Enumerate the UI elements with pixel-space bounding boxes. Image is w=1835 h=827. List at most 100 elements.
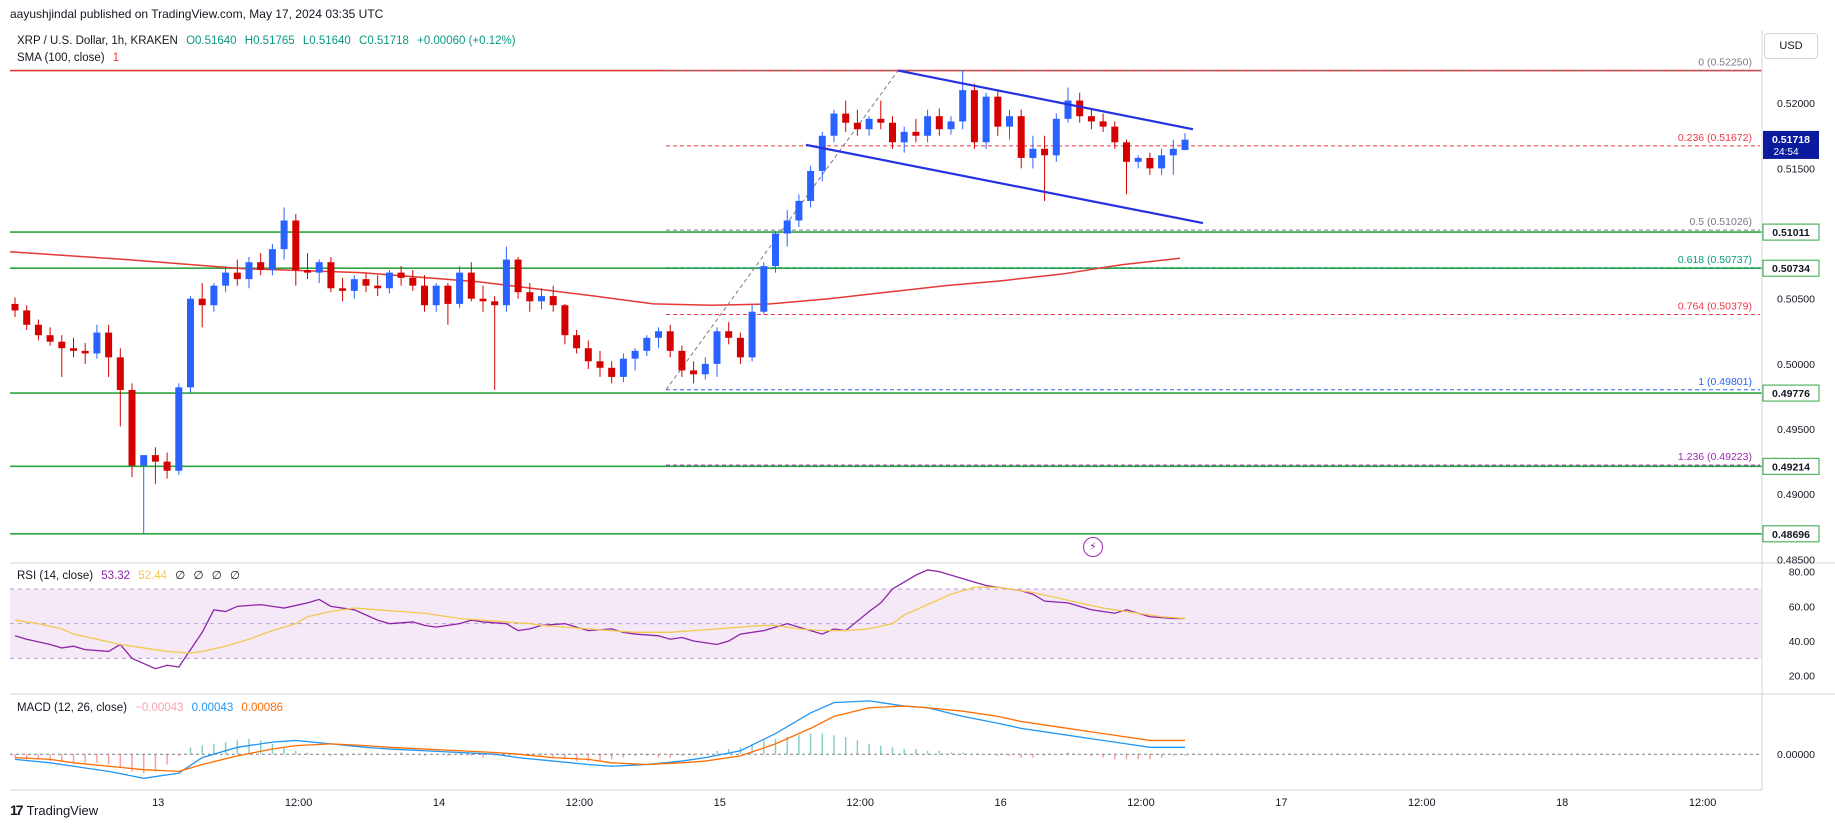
candle-body [1146, 157, 1154, 169]
rsi-legend: RSI (14, close) 53.32 52.44 ∅ ∅ ∅ ∅ [17, 568, 245, 582]
candle-body [549, 296, 557, 306]
level-tag [1762, 259, 1820, 277]
symbol-label: XRP / U.S. Dollar, 1h, KRAKEN [17, 35, 178, 47]
candle-body [1041, 148, 1049, 156]
candle-body [760, 266, 768, 312]
time-tick-label: 14 [433, 797, 445, 809]
candle-body [736, 337, 744, 358]
candle-body [163, 461, 171, 471]
price-tick-label: 0.50000 [1777, 359, 1815, 371]
candle-body [818, 135, 826, 171]
candle-body [385, 272, 393, 289]
fib-level-label: 0 (0.52250) [1698, 57, 1752, 69]
candle-body [900, 131, 908, 143]
fib-level-label: 1 (0.49801) [1698, 376, 1752, 388]
candle-body [947, 121, 955, 130]
candle-body [584, 348, 592, 362]
candle-body [339, 288, 347, 291]
trend-channel [805, 69, 1204, 225]
candle-body [210, 285, 218, 306]
fib-trend-line [665, 70, 899, 391]
candle-body [34, 324, 42, 336]
macd-label: MACD (12, 26, close) [17, 702, 127, 714]
main-legend: XRP / U.S. Dollar, 1h, KRAKEN O0.51640 H… [17, 35, 521, 47]
price-tick-label: 0.50500 [1777, 294, 1815, 306]
rsi-value: 53.32 [101, 570, 131, 582]
last-price-countdown: 24:54 [1773, 147, 1798, 158]
fib-level-label: 1.236 (0.49223) [1678, 451, 1752, 463]
price-tick-label: 0.51500 [1777, 163, 1815, 175]
macd-pane [10, 700, 1762, 779]
last-price-tag [1763, 130, 1819, 159]
candle-body [982, 96, 990, 143]
macd-signal-line [14, 705, 1185, 773]
sma-line [9, 251, 1181, 306]
candle-body [409, 277, 417, 286]
candle-body [58, 341, 66, 349]
candle-body [935, 116, 943, 130]
horizontal-levels: 0.51011 0.50734 0.49776 0.49214 0.48696 [10, 69, 1820, 543]
price-tick-label: 0.49500 [1777, 424, 1815, 436]
last-price-value: 0.51718 [1772, 134, 1810, 146]
brand-name: TradingView [26, 803, 99, 818]
rsi-empty-2: ∅ [193, 570, 204, 582]
candle-body [1134, 157, 1142, 162]
candle-body [573, 335, 581, 349]
macd-line [14, 700, 1185, 779]
candle-body [713, 331, 721, 364]
fibonacci-retracement: 0 (0.52250) 0.236 (0.51672) 0.5 (0.51026) 0… [665, 57, 1760, 466]
candle-body [421, 285, 428, 306]
candle-body [795, 200, 803, 221]
candle-body [853, 122, 861, 130]
candle-body [538, 296, 545, 302]
candle-body [81, 350, 89, 354]
sma-100-line [9, 251, 1181, 306]
candle-body [222, 272, 230, 286]
candle-body [631, 350, 639, 359]
time-tick-label: 15 [714, 797, 726, 809]
candle-body [619, 358, 627, 377]
price-tick-label: 0.52000 [1777, 98, 1815, 110]
price-tick-label: 0.48500 [1777, 554, 1815, 566]
sma-label: SMA (100, close) [17, 52, 105, 64]
candle-body [175, 387, 183, 471]
tradingview-logo: 17 TradingView [10, 802, 98, 818]
channel-lower-line [805, 143, 1204, 225]
macd-line-value: 0.00043 [191, 702, 234, 714]
open-value: O0.51640 [186, 35, 237, 47]
candle-body [889, 122, 896, 143]
candle-body [1017, 116, 1025, 158]
candle-body [1111, 126, 1119, 143]
candle-body [1052, 118, 1060, 156]
flash-icon[interactable]: ⚡ [1083, 537, 1103, 557]
rsi-tick-label: 80.00 [1789, 567, 1815, 579]
candle-body [748, 311, 756, 358]
price-tick-label: 0.49000 [1777, 489, 1815, 501]
currency-button[interactable]: USD [1764, 33, 1818, 59]
candle-body [46, 335, 54, 342]
level-tag-label: 0.48696 [1772, 529, 1810, 541]
candle-body [994, 96, 1002, 127]
candle-body [877, 118, 885, 123]
fib-level-label: 0.5 (0.51026) [1690, 216, 1752, 228]
rsi-tick-label: 40.00 [1789, 636, 1815, 648]
candle-body [959, 90, 967, 122]
macd-legend: MACD (12, 26, close) −0.00043 0.00043 0.… [17, 702, 288, 714]
rsi-ma-value: 52.44 [138, 570, 168, 582]
fib-level-label: 0.618 (0.50737) [1678, 254, 1752, 266]
candle-body [690, 370, 698, 375]
candle-body [93, 332, 101, 354]
level-tag-label: 0.49776 [1772, 388, 1810, 400]
level-tag-label: 0.51011 [1772, 227, 1810, 239]
candle-body [374, 285, 382, 289]
rsi-tick-label: 20.00 [1789, 671, 1815, 683]
candle-body [502, 259, 510, 306]
candle-body [1006, 116, 1013, 127]
candle-body [970, 90, 978, 143]
candle-body [643, 337, 651, 351]
change-value: +0.00060 (+0.12%) [417, 35, 516, 47]
candle-body [304, 270, 311, 273]
candle-body [1076, 100, 1084, 117]
time-tick-label: 18 [1556, 797, 1568, 809]
